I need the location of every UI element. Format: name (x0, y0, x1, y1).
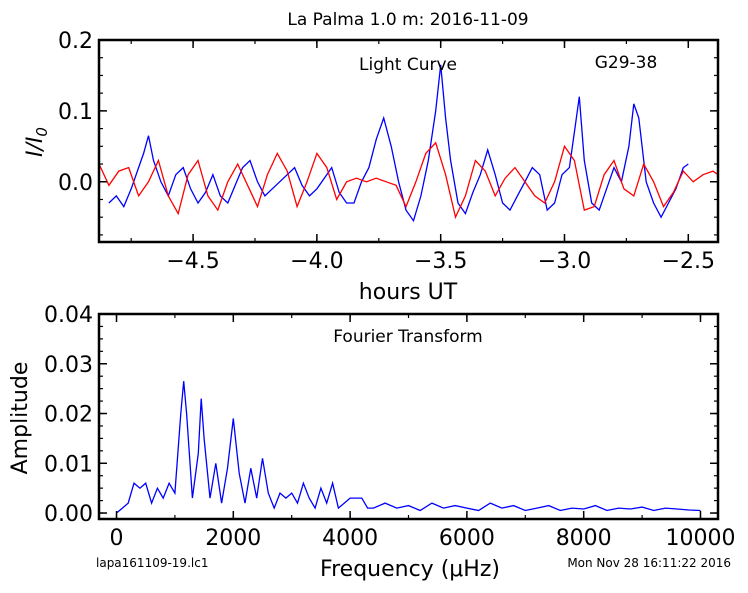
fourier-ylabel: Amplitude (8, 362, 33, 475)
ylabel-subscript: 0 (33, 127, 51, 137)
fourier-ytick-label: 0.00 (44, 502, 93, 527)
fourier-panel: 0 2000 4000 6000 8000 10000 0.00 0.01 0.02 0.03 0.… (8, 303, 735, 582)
fourier-xtick-label: 8000 (556, 526, 612, 551)
fourier-plot-area (116, 381, 701, 514)
fourier-xtick-label: 6000 (439, 526, 495, 551)
fourier-xtick-label: 10000 (665, 526, 735, 551)
fourier-xtick-label: 0 (110, 526, 124, 551)
fourier-ytick-label: 0.01 (44, 452, 93, 477)
fourier-ytick-label: 0.03 (44, 353, 93, 378)
light-curve-ticks: −4.5 −4.0 −3.5 −3.0 −2.5 0.0 0.1 0.2 (58, 29, 718, 274)
fourier-xtick-label: 2000 (205, 526, 261, 551)
light-curve-series-1-line (99, 141, 718, 220)
light-curve-xlabel: hours UT (359, 280, 458, 305)
fourier-xlabel: Frequency (μHz) (320, 557, 500, 582)
light-curve-xtick-label: −3.0 (538, 249, 591, 274)
filename-label: lapa161109-19.lc1 (96, 556, 208, 570)
light-curve-annotation: Light Curve (359, 55, 457, 75)
light-curve-xtick-label: −3.5 (414, 249, 467, 274)
fourier-ytick-label: 0.04 (44, 303, 93, 328)
light-curve-ytick-label: 0.2 (58, 29, 93, 54)
timestamp-label: Mon Nov 28 16:11:22 2016 (567, 556, 731, 570)
light-curve-ytick-label: 0.0 (58, 171, 93, 196)
light-curve-ytick-label: 0.1 (58, 100, 93, 125)
light-curve-xtick-label: −2.5 (662, 249, 715, 274)
figure-title: La Palma 1.0 m: 2016-11-09 (287, 10, 528, 30)
light-curve-series-group (99, 64, 718, 223)
fourier-ticks: 0 2000 4000 6000 8000 10000 0.00 0.01 0.02 0.03 0.… (44, 303, 735, 551)
light-curve-series-0-line (108, 64, 689, 223)
fourier-ytick-label: 0.02 (44, 403, 93, 428)
fourier-series-0-line (116, 381, 701, 514)
fourier-annotation: Fourier Transform (333, 327, 482, 347)
light-curve-frame (97, 38, 720, 244)
fourier-series-group (116, 381, 701, 514)
fourier-xtick-label: 4000 (322, 526, 378, 551)
ylabel-i: I/I (23, 137, 48, 157)
light-curve-xtick-label: −4.5 (166, 249, 219, 274)
star-name-annotation: G29-38 (595, 53, 658, 73)
light-curve-plot-area (99, 64, 718, 223)
light-curve-ylabel: I/I0 (23, 127, 51, 157)
light-curve-panel: −4.5 −4.0 −3.5 −3.0 −2.5 0.0 0.1 0.2 Light Curv… (23, 29, 720, 305)
light-curve-xtick-label: −4.0 (290, 249, 343, 274)
